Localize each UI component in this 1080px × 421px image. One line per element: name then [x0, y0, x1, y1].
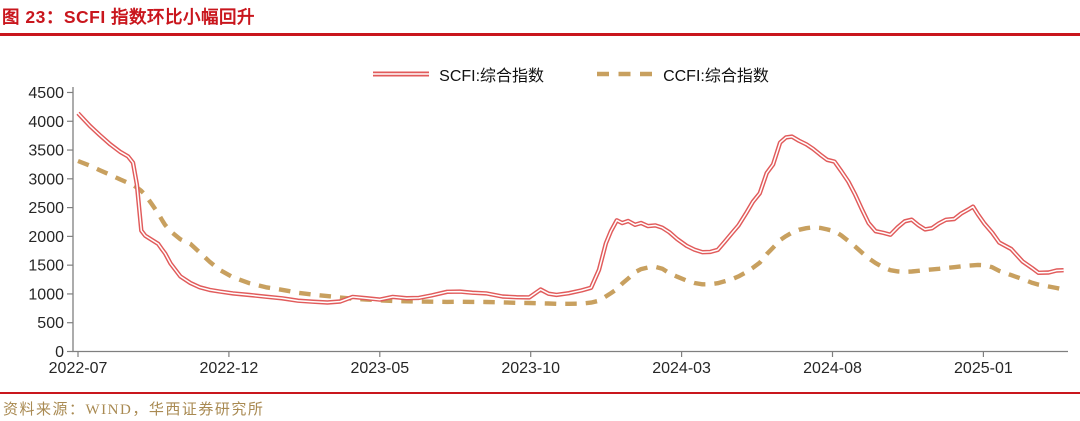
y-tick-label: 0 — [55, 344, 64, 361]
x-tick-label: 2023-10 — [501, 360, 560, 377]
x-tick-label: 2022-07 — [49, 360, 108, 377]
y-tick-label: 4000 — [28, 114, 64, 131]
legend-item-ccfi: CCFI:综合指数 — [596, 62, 769, 86]
legend-label-scfi: SCFI:综合指数 — [439, 68, 545, 85]
y-tick-label: 1500 — [28, 258, 64, 275]
x-tick-label: 2024-03 — [652, 360, 711, 377]
y-tick-label: 500 — [37, 315, 64, 332]
scfi-line-swatch-icon — [373, 71, 430, 77]
scfi-line-core — [77, 112, 1064, 304]
x-tick-label: 2022-12 — [200, 360, 259, 377]
x-tick-label: 2024-08 — [803, 360, 862, 377]
ccfi-line — [77, 158, 1065, 306]
chart-legend: SCFI:综合指数 CCFI:综合指数 — [73, 61, 1068, 87]
legend-item-scfi: SCFI:综合指数 — [372, 62, 544, 86]
axis-lines — [72, 87, 1068, 353]
x-tick-label: 2023-05 — [350, 360, 409, 377]
y-tick-label: 2500 — [28, 200, 64, 217]
ccfi-line-swatch-icon — [597, 71, 654, 77]
footer-divider — [0, 392, 1080, 395]
legend-label-ccfi: CCFI:综合指数 — [663, 68, 769, 85]
header-divider — [0, 33, 1080, 36]
y-tick-label: 4500 — [28, 85, 64, 102]
figure-title: 图 23：SCFI 指数环比小幅回升 — [2, 7, 256, 27]
source-note: 资料来源：WIND，华西证券研究所 — [3, 402, 265, 418]
x-tick-label: 2025-01 — [954, 360, 1013, 377]
y-tick-label: 2000 — [28, 229, 64, 246]
y-tick-label: 3500 — [28, 143, 64, 160]
y-tick-label: 1000 — [28, 286, 64, 303]
y-tick-label: 3000 — [28, 171, 64, 188]
